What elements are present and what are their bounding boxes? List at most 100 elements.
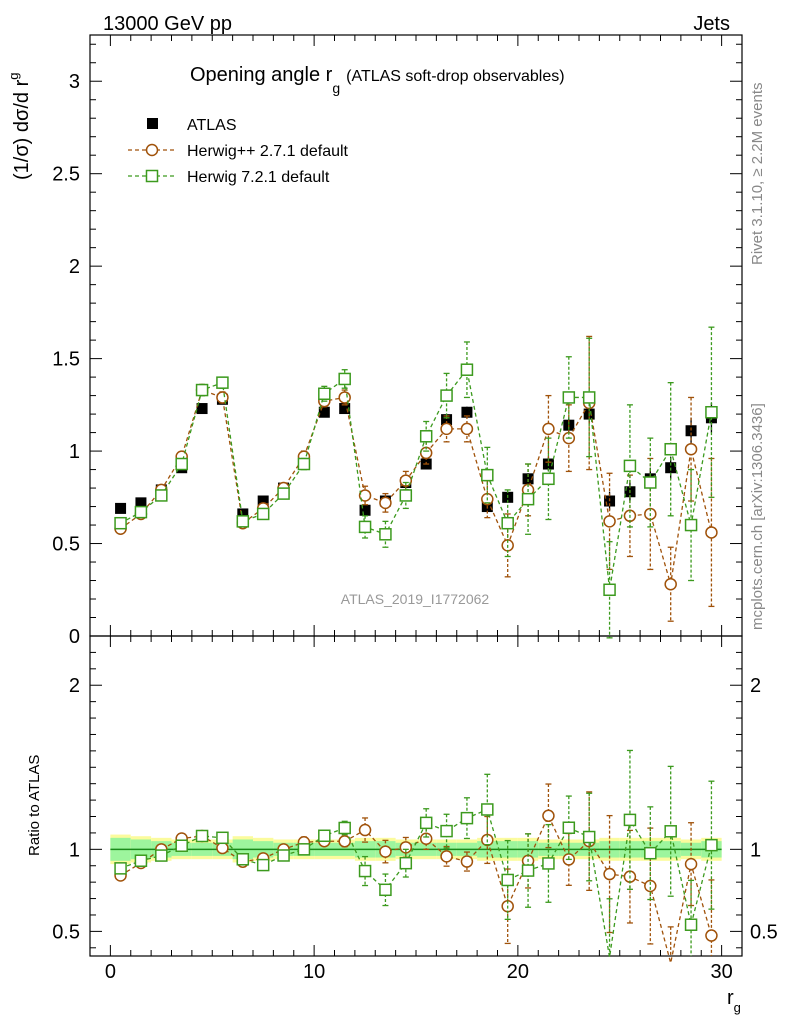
header-right-label: Jets [693, 13, 730, 35]
h7-point [134, 505, 148, 519]
h7-point [542, 472, 555, 486]
h7-ratio-point [582, 830, 596, 844]
hpp-ratio-point [460, 855, 474, 868]
h7-point [460, 363, 474, 376]
atlas-point [318, 406, 330, 418]
h7-point [419, 430, 433, 443]
hpp-ratio-point [338, 835, 351, 848]
h7-ratio-point [216, 831, 229, 845]
h7-point [644, 476, 657, 489]
h7-ratio-point [562, 821, 576, 834]
h7-ratio-point [542, 857, 555, 870]
h7-point [277, 487, 290, 500]
h7-ratio-point [297, 843, 311, 856]
chart-title-sub: g [332, 80, 340, 96]
hpp-ratio-point [644, 879, 657, 893]
h7-point [175, 457, 188, 471]
hpp-point [603, 515, 616, 528]
h7-point [399, 489, 413, 502]
legend-atlas-label: ATLAS [187, 117, 237, 134]
y-tick-label: 0.5 [52, 534, 80, 556]
h7-point [318, 387, 331, 401]
h7-point [664, 442, 677, 456]
h7-point [338, 372, 351, 386]
axes: 0 10 20 30 0 0.5 1 1.5 2 2.5 3 0.5 0.5 1 1 2 2 [52, 34, 778, 983]
h7-point [195, 383, 209, 397]
ratio-y-tick-label-right: 1 [750, 839, 761, 861]
h7-point [155, 489, 168, 502]
h7-ratio-point [644, 846, 657, 860]
h7-point [705, 405, 718, 419]
h7-point [501, 516, 514, 530]
legend-atlas-marker [147, 118, 158, 129]
mcplots-label: mcplots.cern.ch [arXiv:1306.3436] [749, 403, 766, 630]
h7-point [440, 389, 453, 402]
y-tick-label: 1.5 [52, 349, 80, 371]
h7-point [297, 457, 311, 471]
atlas-point [441, 414, 453, 426]
chart-title-note: (ATLAS soft-drop observables) [346, 68, 564, 85]
chart-title-main: Opening angle r [190, 64, 333, 86]
legend-hpp-marker [145, 143, 159, 157]
h7-ratio-point [521, 864, 535, 877]
atlas-point [461, 406, 473, 418]
ratio-y-axis-label: Ratio to ATLAS [26, 755, 43, 856]
h7-main-line [120, 368, 713, 590]
h7-ratio-point [419, 816, 433, 830]
hpp-point [542, 422, 555, 436]
h7-ratio-point [318, 829, 331, 843]
h7-ratio-point [175, 839, 188, 852]
ratio-y-tick-label: 2 [69, 675, 80, 697]
rivet-label: Rivet 3.1.10, ≥ 2.2M events [749, 83, 766, 266]
x-axis-label: rg [727, 987, 741, 1015]
h7-ratio-point [379, 883, 392, 897]
h7-ratio-point [440, 824, 453, 838]
chart-title: Opening angle rg (ATLAS soft-drop observa… [190, 64, 565, 96]
h7-ratio-point [114, 862, 127, 875]
y-tick-label: 2.5 [52, 164, 80, 186]
h7-point [562, 391, 576, 404]
legend: ATLAS Herwig++ 2.7.1 default Herwig 7.2.… [128, 117, 349, 186]
atlas-point [237, 508, 249, 520]
legend-h7-marker [145, 169, 159, 183]
h7-point [114, 516, 127, 530]
atlas-point [522, 473, 534, 485]
hpp-point [705, 526, 718, 539]
atlas-point [115, 502, 127, 514]
h7-ratio-point [195, 829, 209, 843]
series-markers [114, 326, 718, 964]
h7-point [623, 459, 637, 473]
h7-ratio-point [256, 858, 270, 872]
y-axis-label-main: (1/σ) dσ/d r [11, 79, 33, 180]
h7-ratio-point [481, 803, 494, 816]
hpp-point [440, 422, 453, 436]
legend-h7-label: Herwig 7.2.1 default [187, 169, 330, 186]
h7-ratio-point [236, 853, 250, 866]
h7-ratio-point [501, 873, 514, 887]
ratio-frame [89, 635, 743, 957]
y-tick-label: 0 [69, 626, 80, 648]
y-tick-label: 1 [69, 441, 80, 463]
h7-ratio-point [338, 821, 351, 835]
x-axis-label-main: r [727, 987, 734, 1009]
h7-point [236, 515, 250, 528]
x-tick-label: 20 [507, 961, 529, 983]
x-tick-label: 30 [711, 961, 733, 983]
atlas-point [685, 425, 697, 437]
hpp-point [460, 422, 474, 436]
y-axis-label: (1/σ) dσ/d rg [6, 73, 33, 181]
h7-ratio-point [664, 825, 677, 838]
hpp-point [399, 474, 413, 487]
atlas-point [339, 403, 351, 415]
atlas-point [135, 497, 147, 509]
h7-point [256, 507, 270, 521]
h7-ratio-point [358, 864, 372, 878]
h7-ratio-point [155, 849, 168, 862]
h7-ratio-line [120, 808, 713, 958]
h7-ratio-point [277, 849, 290, 862]
hpp-point [216, 391, 229, 404]
h7-ratio-point [134, 854, 148, 867]
h7-ratio-point [460, 811, 474, 825]
h7-ratio-point [399, 856, 413, 870]
h7-ratio-point [705, 838, 718, 852]
